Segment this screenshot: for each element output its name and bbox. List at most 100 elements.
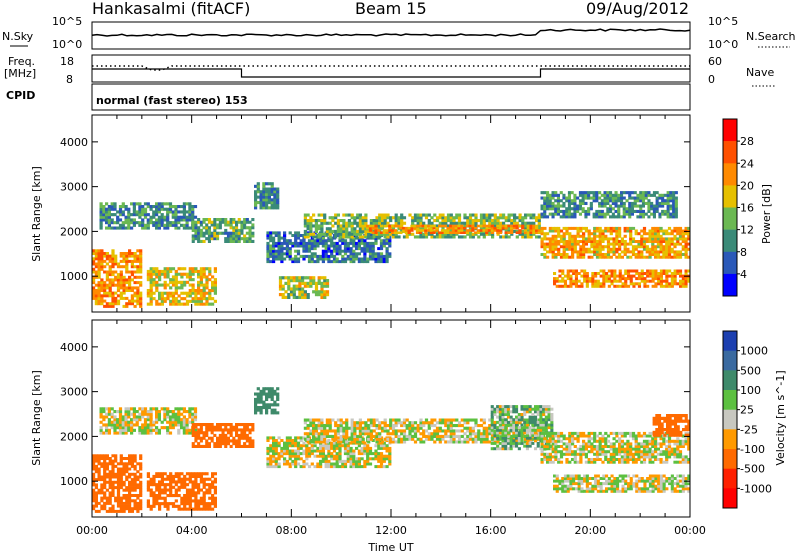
echo-cell [488,225,491,228]
echo-cell [311,239,314,242]
echo-cell [175,289,178,292]
echo-cell [136,286,139,289]
echo-cell [138,415,141,418]
echo-cell [325,457,328,460]
echo-cell [111,426,114,429]
nsky-trace [92,29,690,36]
echo-cell [618,253,621,256]
echo-cell [227,234,230,237]
echo-cell [166,213,169,216]
echo-cell [353,432,356,435]
echo-cell [302,247,305,250]
echo-cell [105,415,108,418]
echo-cell [463,214,466,217]
echo-cell [265,190,268,193]
echo-cell [307,233,310,236]
echo-cell [152,502,155,505]
echo-cell [632,282,635,285]
echo-cell [584,191,587,194]
echo-cell [114,465,117,468]
echo-cell [164,273,167,276]
echo-cell [200,270,203,273]
echo-cell [208,505,211,508]
echo-cell [109,284,112,287]
echo-cell [268,190,271,193]
echo-cell [380,444,383,447]
echo-cell [276,193,279,196]
echo-cell [312,419,315,422]
echo-cell [205,428,208,431]
echo-cell [568,243,571,246]
echo-cell [240,232,243,235]
echo-cell [155,202,158,205]
echo-cell [114,257,117,260]
echo-cell [103,478,106,481]
echo-cell [214,278,217,281]
echo-cell [205,292,208,295]
echo-cell [626,213,629,216]
echo-cell [622,275,625,278]
echo-cell [136,478,139,481]
echo-cell [208,270,211,273]
echo-cell [642,194,645,197]
echo-cell [211,439,214,442]
echo-cell [203,431,206,434]
echo-cell [98,281,101,284]
echo-cell [552,250,555,253]
echo-cell [563,237,566,240]
echo-cell [251,442,254,445]
echo-cell [665,275,668,278]
echo-cell [554,213,557,216]
echo-cell [326,227,329,230]
echo-cell [510,229,513,232]
echo-cell [463,231,466,234]
echo-cell [301,287,304,290]
echo-cell [606,202,609,205]
echo-cell [665,280,668,283]
echo-cell [312,432,315,435]
echo-cell [609,191,612,194]
echo-cell [403,222,406,225]
echo-cell [383,239,386,242]
echo-cell [273,409,276,412]
echo-cell [419,219,422,222]
echo-cell [646,270,649,273]
echo-cell [192,267,195,270]
echo-cell [169,478,172,481]
echo-cell [172,278,175,281]
echo-cell [186,410,189,413]
echo-cell [177,429,180,432]
echo-cell [268,393,271,396]
echo-cell [609,197,612,200]
echo-cell [180,218,183,221]
echo-cell [383,229,386,232]
echo-cell [565,210,568,213]
echo-cell [205,300,208,303]
echo-cell [164,505,167,508]
echo-cell [583,270,586,273]
echo-cell [302,245,305,248]
echo-cell [380,465,383,468]
echo-cell [353,222,356,225]
echo-cell [353,435,356,438]
echo-cell [327,260,330,263]
echo-cell [577,227,580,230]
echo-cell [266,245,269,248]
echo-cell [227,223,230,226]
echo-cell [147,426,150,429]
echo-cell [361,457,364,460]
echo-cell [208,508,211,511]
echo-cell [611,282,614,285]
echo-cell [624,277,627,280]
echo-cell [278,457,281,460]
echo-cell [293,287,296,290]
echo-cell [671,272,674,275]
echo-cell [120,278,123,281]
echo-cell [216,232,219,235]
echo-cell [367,233,370,236]
echo-cell [238,221,241,224]
echo-cell [578,285,581,288]
echo-cell [532,231,535,234]
echo-cell [189,300,192,303]
echo-cell [283,450,286,453]
